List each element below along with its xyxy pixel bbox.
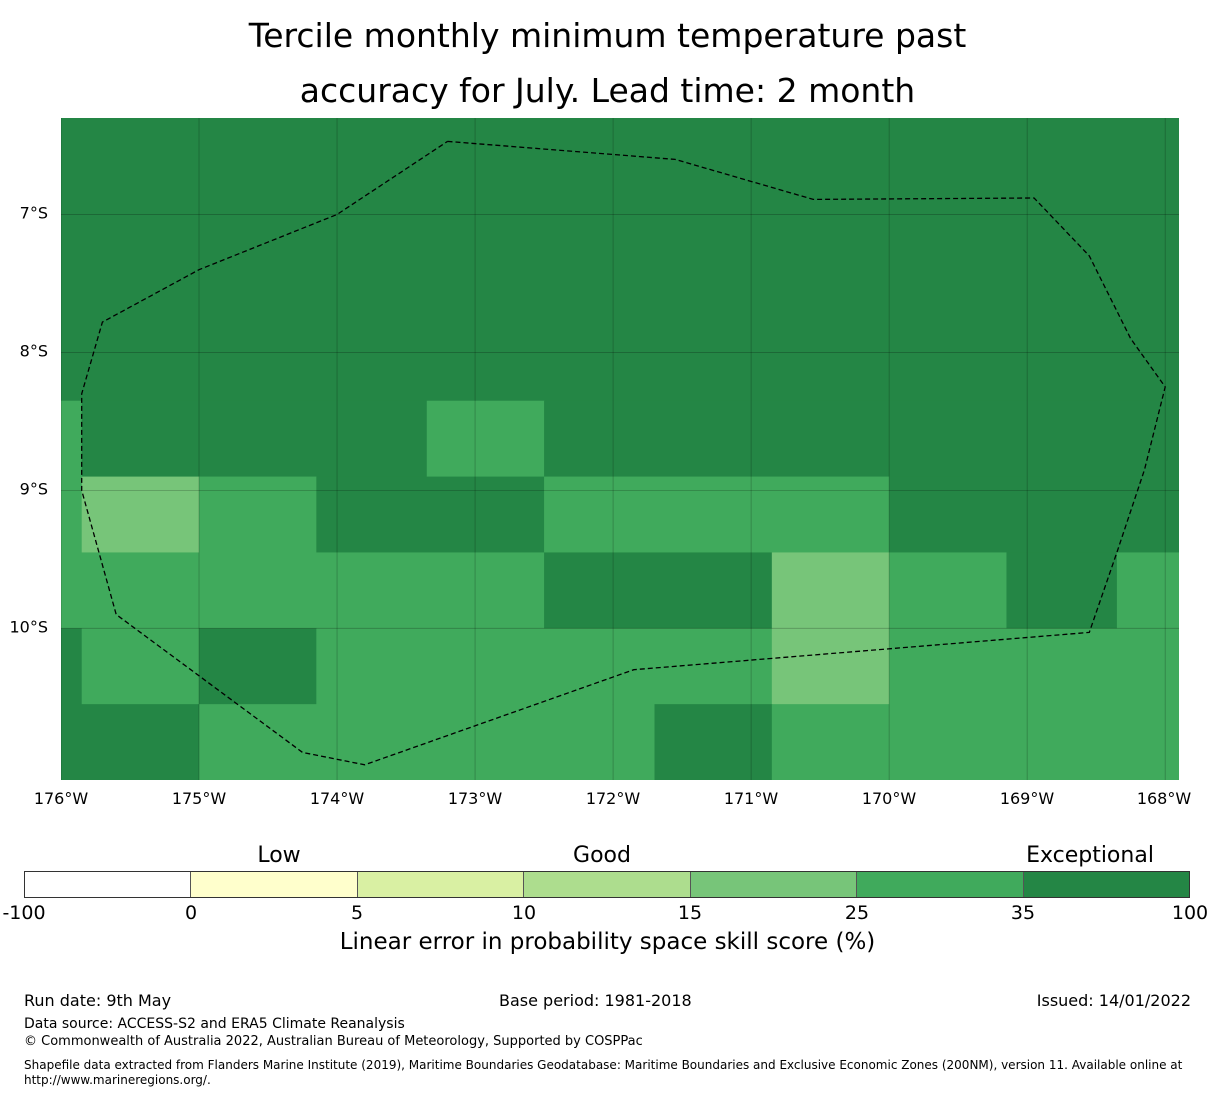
shapefile-credit-line-1: Shapefile data extracted from Flanders M… (24, 1058, 1183, 1072)
lon-label-169w: 169°W (999, 789, 1055, 808)
colorbar-tick: 100 (1171, 902, 1209, 924)
skill-cell (771, 628, 890, 705)
skill-cell (81, 476, 200, 553)
shapefile-credit-line-2: http://www.marineregions.org/. (24, 1073, 211, 1087)
lat-label-9s: 9°S (19, 479, 48, 499)
colorbar-bin (690, 872, 858, 897)
colorbar-bin (1023, 872, 1189, 897)
skill-map (61, 118, 1179, 780)
skill-cell (426, 400, 545, 478)
map-panel[interactable] (61, 118, 1179, 780)
skill-cell (654, 704, 773, 780)
skill-cell (81, 400, 428, 478)
skill-cell (61, 628, 83, 705)
run-date: Run date: 9th May (24, 991, 172, 1010)
skill-cell (771, 704, 1179, 780)
lon-label-176w: 176°W (33, 789, 89, 808)
skill-cell (771, 552, 890, 629)
lat-label-7s: 7°S (19, 203, 48, 223)
skill-cell (61, 400, 83, 478)
lon-label-173w: 173°W (447, 789, 503, 808)
skill-cell (889, 476, 1179, 553)
colorbar-bin (857, 872, 1024, 897)
skill-cell (199, 476, 317, 553)
lon-label-174w: 174°W (309, 789, 365, 808)
skill-cell (889, 552, 1007, 629)
colorbar-axis-label: Linear error in probability space skill … (339, 929, 876, 955)
colorbar-tick: 5 (350, 902, 364, 924)
colorbar-category-exceptional: Exceptional (1026, 843, 1154, 868)
skill-cell (1116, 552, 1179, 629)
copyright: © Commonwealth of Australia 2022, Austra… (24, 1034, 643, 1049)
skill-cell (61, 476, 83, 553)
lat-label-10s: 10°S (9, 617, 48, 637)
data-source: Data source: ACCESS-S2 and ERA5 Climate … (24, 1016, 405, 1032)
colorbar-tick: -100 (2, 902, 46, 924)
skill-cell (544, 400, 1179, 478)
skill-cell (889, 628, 1179, 705)
lon-label-172w: 172°W (585, 789, 641, 808)
title-line-1: Tercile monthly minimum temperature past (248, 16, 967, 55)
colorbar-bin (191, 872, 358, 897)
colorbar-tick: 15 (677, 902, 703, 924)
skill-cell (316, 628, 773, 705)
lon-label-171w: 171°W (723, 789, 779, 808)
lon-label-170w: 170°W (861, 789, 917, 808)
colorbar-tick: 25 (844, 902, 870, 924)
colorbar-bin (357, 872, 525, 897)
chart-title: Tercile monthly minimum temperature past… (0, 8, 1215, 118)
lon-label-168w: 168°W (1136, 789, 1192, 808)
colorbar-category-good: Good (573, 843, 631, 868)
title-line-2: accuracy for July. Lead time: 2 month (299, 71, 916, 110)
lat-label-8s: 8°S (19, 341, 48, 361)
skill-cell (544, 552, 773, 629)
colorbar-tick: 35 (1010, 902, 1036, 924)
skill-cell (1006, 552, 1118, 629)
skill-cell (81, 628, 200, 705)
colorbar-bin (25, 872, 192, 897)
lon-label-175w: 175°W (171, 789, 227, 808)
colorbar (24, 871, 1190, 898)
colorbar-tick: 10 (511, 902, 537, 924)
skill-cell (199, 628, 317, 705)
colorbar-category-low: Low (257, 843, 301, 868)
skill-cell (61, 552, 545, 629)
skill-cell (199, 704, 656, 780)
colorbar-bin (524, 872, 691, 897)
skill-cell (544, 476, 890, 553)
base-period: Base period: 1981-2018 (499, 991, 692, 1010)
skill-cell (316, 476, 545, 553)
skill-cell (61, 118, 1179, 402)
colorbar-tick: 0 (184, 902, 198, 924)
skill-cell (61, 704, 200, 780)
issued-date: Issued: 14/01/2022 (1036, 991, 1191, 1010)
